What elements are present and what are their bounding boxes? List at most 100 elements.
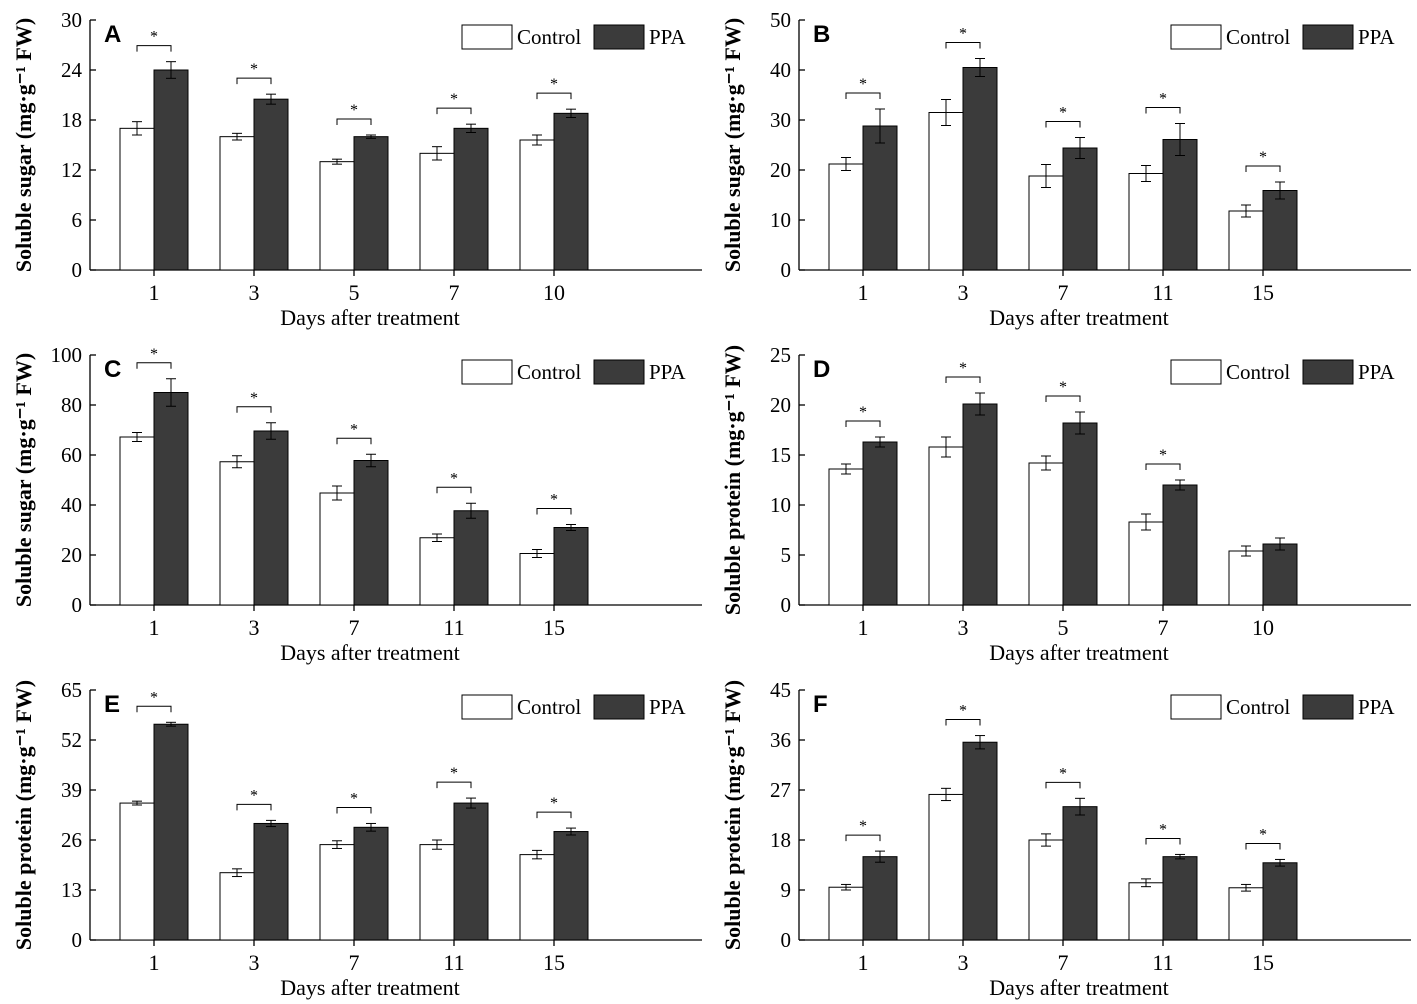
x-tick-label: 3 [249, 615, 260, 640]
significance-bracket [845, 92, 881, 99]
bar-ppa [553, 527, 589, 606]
y-tick-label: 0 [781, 258, 792, 282]
y-tick-label: 18 [770, 828, 791, 852]
y-tick-label: 20 [770, 158, 791, 182]
significance-bracket [1245, 165, 1281, 172]
bar-control [319, 161, 355, 271]
bar-ppa [1062, 422, 1098, 606]
panel-letter: A [104, 21, 121, 48]
significance-star: * [1259, 826, 1267, 843]
x-tick-label: 7 [349, 615, 360, 640]
x-tick-label: 7 [349, 950, 360, 975]
bar-control [119, 436, 155, 606]
y-tick-label: 13 [61, 878, 82, 902]
bar-ppa [353, 136, 389, 271]
bar-control [319, 492, 355, 606]
y-axis-label: Soluble protein (mg·g⁻¹ FW) [720, 680, 745, 950]
significance-star: * [959, 703, 967, 720]
x-tick-label: 1 [858, 280, 869, 305]
significance-star: * [250, 787, 258, 804]
panel-letter: F [813, 691, 828, 718]
y-tick-label: 9 [781, 878, 792, 902]
y-tick-label: 0 [72, 928, 83, 952]
bar-ppa [253, 430, 289, 606]
x-tick-label: 11 [1152, 950, 1173, 975]
y-tick-label: 5 [781, 543, 792, 567]
x-tick-label: 15 [543, 950, 565, 975]
y-tick-label: 20 [770, 393, 791, 417]
y-tick-label: 18 [61, 108, 82, 132]
y-tick-label: 40 [61, 493, 82, 517]
significance-bracket [536, 811, 572, 819]
x-tick-label: 15 [1252, 950, 1274, 975]
legend-label-ppa: PPA [649, 25, 686, 49]
bar-ppa [1162, 856, 1198, 941]
significance-star: * [859, 76, 867, 93]
significance-star: * [1059, 379, 1067, 396]
panel-a: 0 6 12 18 24 30 1 * 3 * 5 * 7 * 10 * Control PPA A Days aft… [0, 0, 708, 334]
bar-ppa [1162, 484, 1198, 606]
y-tick-label: 39 [61, 778, 82, 802]
legend-swatch-ppa [1302, 24, 1354, 50]
bar-ppa [862, 125, 898, 271]
x-tick-label: 1 [858, 950, 869, 975]
x-axis-label: Days after treatment [280, 305, 460, 330]
y-axis-label: Soluble protein (mg·g⁻¹ FW) [720, 345, 745, 615]
y-axis-label: Soluble protein (mg·g⁻¹ FW) [11, 680, 36, 950]
bar-control [419, 152, 455, 271]
x-tick-label: 7 [449, 280, 460, 305]
bar-control [1128, 173, 1164, 271]
panel-letter: C [104, 356, 121, 383]
bar-ppa [453, 127, 489, 271]
significance-bracket [1045, 395, 1081, 402]
bar-control [1228, 887, 1264, 941]
y-tick-label: 45 [770, 678, 791, 702]
legend-swatch-ppa [593, 24, 645, 50]
chart-c: 0 20 40 60 80 100 1 * 3 * 7 * 11 * 15 * Control PPA C Days … [11, 343, 702, 665]
x-tick-label: 11 [1152, 280, 1173, 305]
significance-star: * [1159, 91, 1167, 108]
x-tick-label: 7 [1158, 615, 1169, 640]
significance-bracket [136, 705, 172, 713]
panel-d: 0 5 10 15 20 25 1 * 3 * 5 * 7 * 10 Control PPA D Days afte… [709, 335, 1417, 669]
panel-c: 0 20 40 60 80 100 1 * 3 * 7 * 11 * 15 * Control PPA C Days … [0, 335, 708, 669]
bar-control [419, 537, 455, 606]
x-tick-label: 3 [249, 280, 260, 305]
x-tick-label: 11 [443, 615, 464, 640]
significance-bracket [136, 45, 172, 52]
bar-control [1028, 462, 1064, 606]
y-tick-label: 0 [781, 593, 792, 617]
x-tick-label: 3 [958, 615, 969, 640]
legend-swatch-control [1170, 24, 1222, 50]
significance-bracket [136, 362, 172, 369]
bar-control [928, 446, 964, 606]
bar-ppa [862, 856, 898, 941]
significance-star: * [550, 492, 558, 509]
bar-ppa [962, 403, 998, 606]
bar-ppa [353, 460, 389, 606]
significance-bracket [336, 118, 372, 125]
bar-control [1028, 175, 1064, 271]
bar-control [519, 139, 555, 271]
bar-control [119, 127, 155, 271]
significance-star: * [350, 102, 358, 119]
legend-label-ppa: PPA [649, 360, 686, 384]
legend-label-control: Control [1226, 695, 1290, 719]
bar-control [219, 136, 255, 271]
y-axis-label: Soluble sugar (mg·g⁻¹ FW) [720, 18, 745, 272]
significance-bracket [436, 781, 472, 789]
x-tick-label: 7 [1058, 950, 1069, 975]
legend-label-ppa: PPA [1358, 25, 1395, 49]
y-tick-label: 6 [72, 208, 83, 232]
x-tick-label: 3 [249, 950, 260, 975]
significance-bracket [236, 803, 272, 811]
legend-label-control: Control [1226, 25, 1290, 49]
y-tick-label: 40 [770, 58, 791, 82]
legend-label-control: Control [517, 25, 581, 49]
legend-swatch-ppa [593, 694, 645, 720]
significance-star: * [450, 765, 458, 782]
chart-e: 0 13 26 39 52 65 1 * 3 * 7 * 11 * 15 * Control PPA E Days a… [11, 678, 702, 1000]
bar-ppa [962, 67, 998, 271]
x-axis-label: Days after treatment [989, 305, 1169, 330]
